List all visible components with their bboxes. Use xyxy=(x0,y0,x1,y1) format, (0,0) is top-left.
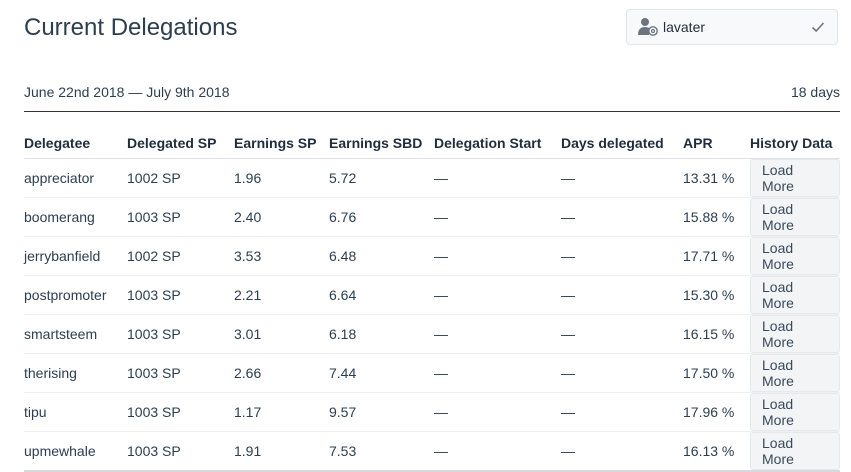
earnings-sp-cell: 2.21 xyxy=(234,275,329,315)
column-header-earnings-sp: Earnings SP xyxy=(234,128,329,159)
delegatee-cell: postpromoter xyxy=(24,275,127,315)
earnings-sp-cell: 1.17 xyxy=(234,392,329,432)
history-cell: Load More xyxy=(750,314,840,354)
date-range-row: June 22nd 2018 — July 9th 2018 18 days xyxy=(24,84,840,104)
apr-cell: 17.71 % xyxy=(683,236,750,276)
column-header-earnings-sbd: Earnings SBD xyxy=(329,128,434,159)
load-more-button[interactable]: Load More xyxy=(750,237,840,275)
table-row: smartsteem 1003 SP 3.01 6.18 — — 16.15 %… xyxy=(24,314,840,354)
load-more-button[interactable]: Load More xyxy=(750,276,840,314)
days-delegated-cell: — xyxy=(561,314,683,354)
days-delegated-cell: — xyxy=(561,431,683,472)
days-delegated-cell: — xyxy=(561,275,683,315)
history-cell: Load More xyxy=(750,197,840,237)
column-header-delegatee: Delegatee xyxy=(24,128,127,159)
delegatee-cell: smartsteem xyxy=(24,314,127,354)
earnings-sbd-cell: 6.48 xyxy=(329,236,434,276)
days-delegated-cell: — xyxy=(561,392,683,432)
date-range: June 22nd 2018 — July 9th 2018 xyxy=(24,84,230,100)
delegation-start-cell: — xyxy=(434,236,561,276)
delegated-sp-cell: 1003 SP xyxy=(127,197,234,237)
table-row: jerrybanfield 1002 SP 3.53 6.48 — — 17.7… xyxy=(24,236,840,276)
earnings-sp-cell: 2.40 xyxy=(234,197,329,237)
delegations-table: Delegatee Delegated SP Earnings SP Earni… xyxy=(24,128,840,472)
earnings-sbd-cell: 9.57 xyxy=(329,392,434,432)
delegated-sp-cell: 1003 SP xyxy=(127,431,234,472)
load-more-button[interactable]: Load More xyxy=(750,159,840,197)
apr-cell: 13.31 % xyxy=(683,158,750,198)
delegated-sp-cell: 1003 SP xyxy=(127,275,234,315)
delegation-start-cell: — xyxy=(434,158,561,198)
table-row: postpromoter 1003 SP 2.21 6.64 — — 15.30… xyxy=(24,275,840,315)
check-icon xyxy=(811,22,825,33)
history-cell: Load More xyxy=(750,236,840,276)
earnings-sbd-cell: 7.44 xyxy=(329,353,434,393)
column-header-apr: APR xyxy=(683,128,750,159)
delegated-sp-cell: 1002 SP xyxy=(127,236,234,276)
delegated-sp-cell: 1003 SP xyxy=(127,353,234,393)
apr-cell: 15.30 % xyxy=(683,275,750,315)
column-header-delegated-sp: Delegated SP xyxy=(127,128,234,159)
days-delegated-cell: — xyxy=(561,197,683,237)
load-more-button[interactable]: Load More xyxy=(750,315,840,353)
divider xyxy=(24,111,840,112)
earnings-sp-cell: 1.91 xyxy=(234,431,329,472)
range-days: 18 days xyxy=(790,84,840,100)
earnings-sp-cell: 2.66 xyxy=(234,353,329,393)
earnings-sp-cell: 3.53 xyxy=(234,236,329,276)
table-row: therising 1003 SP 2.66 7.44 — — 17.50 % … xyxy=(24,353,840,393)
delegation-start-cell: — xyxy=(434,353,561,393)
delegatee-cell: jerrybanfield xyxy=(24,236,127,276)
account-selector[interactable]: lavater xyxy=(626,9,838,45)
history-cell: Load More xyxy=(750,392,840,432)
delegation-start-cell: — xyxy=(434,275,561,315)
table-row: tipu 1003 SP 1.17 9.57 — — 17.96 % Load … xyxy=(24,392,840,432)
history-cell: Load More xyxy=(750,431,840,472)
load-more-button[interactable]: Load More xyxy=(750,354,840,392)
earnings-sp-cell: 3.01 xyxy=(234,314,329,354)
page-title: Current Delegations xyxy=(24,14,238,41)
delegated-sp-cell: 1002 SP xyxy=(127,158,234,198)
table-row: upmewhale 1003 SP 1.91 7.53 — — 16.13 % … xyxy=(24,431,840,472)
delegation-start-cell: — xyxy=(434,197,561,237)
load-more-button[interactable]: Load More xyxy=(750,393,840,431)
history-cell: Load More xyxy=(750,158,840,198)
load-more-button[interactable]: Load More xyxy=(750,432,840,470)
table-header-row: Delegatee Delegated SP Earnings SP Earni… xyxy=(24,128,840,159)
history-cell: Load More xyxy=(750,353,840,393)
apr-cell: 15.88 % xyxy=(683,197,750,237)
delegated-sp-cell: 1003 SP xyxy=(127,314,234,354)
column-header-days-delegated: Days delegated xyxy=(561,128,683,159)
apr-cell: 17.96 % xyxy=(683,392,750,432)
apr-cell: 16.13 % xyxy=(683,431,750,472)
earnings-sp-cell: 1.96 xyxy=(234,158,329,198)
apr-cell: 17.50 % xyxy=(683,353,750,393)
delegatee-cell: therising xyxy=(24,353,127,393)
column-header-delegation-start: Delegation Start xyxy=(434,128,561,159)
earnings-sbd-cell: 6.18 xyxy=(329,314,434,354)
delegatee-cell: upmewhale xyxy=(24,431,127,472)
load-more-button[interactable]: Load More xyxy=(750,198,840,236)
earnings-sbd-cell: 7.53 xyxy=(329,431,434,472)
delegation-start-cell: — xyxy=(434,314,561,354)
apr-cell: 16.15 % xyxy=(683,314,750,354)
delegated-sp-cell: 1003 SP xyxy=(127,392,234,432)
history-cell: Load More xyxy=(750,275,840,315)
table-row: boomerang 1003 SP 2.40 6.76 — — 15.88 % … xyxy=(24,197,840,237)
table-row: appreciator 1002 SP 1.96 5.72 — — 13.31 … xyxy=(24,158,840,198)
earnings-sbd-cell: 6.76 xyxy=(329,197,434,237)
delegation-start-cell: — xyxy=(434,431,561,472)
delegation-start-cell: — xyxy=(434,392,561,432)
account-name: lavater xyxy=(663,19,706,35)
earnings-sbd-cell: 5.72 xyxy=(329,158,434,198)
delegatee-cell: boomerang xyxy=(24,197,127,237)
days-delegated-cell: — xyxy=(561,236,683,276)
days-delegated-cell: — xyxy=(561,353,683,393)
days-delegated-cell: — xyxy=(561,158,683,198)
user-email-icon xyxy=(638,18,658,36)
column-header-history-data: History Data xyxy=(750,128,840,159)
earnings-sbd-cell: 6.64 xyxy=(329,275,434,315)
delegatee-cell: tipu xyxy=(24,392,127,432)
delegatee-cell: appreciator xyxy=(24,158,127,198)
